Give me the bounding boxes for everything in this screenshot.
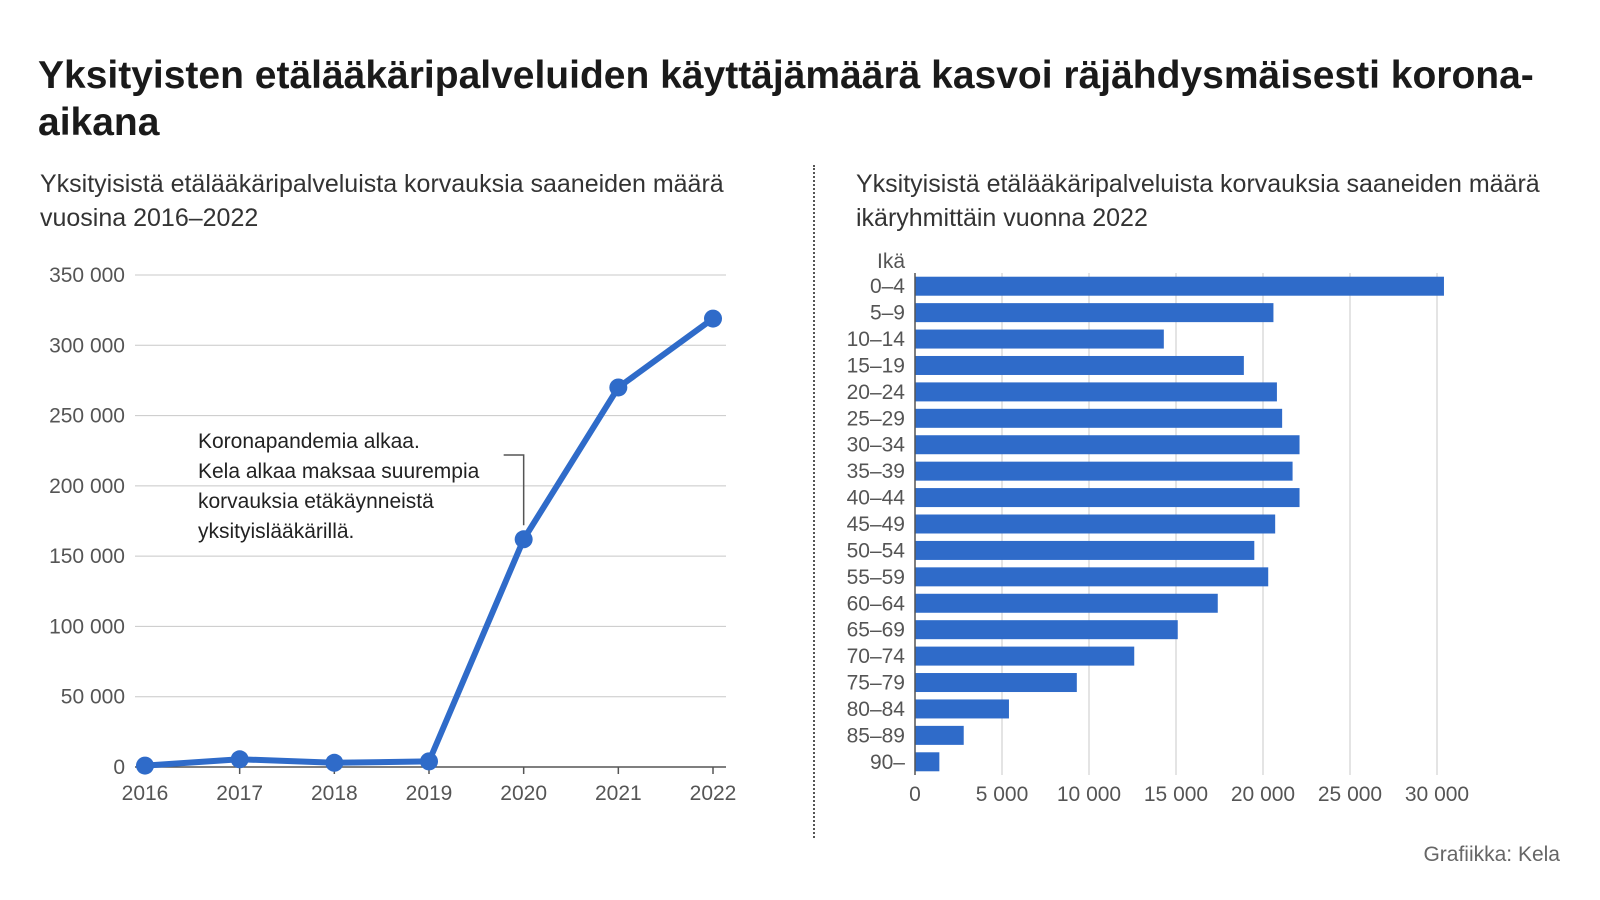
bar xyxy=(915,303,1274,323)
bar xyxy=(915,435,1300,455)
bar xyxy=(915,276,1444,296)
category-label: 55–59 xyxy=(847,566,905,589)
y-tick-label: 200 000 xyxy=(49,475,125,498)
data-point xyxy=(230,750,249,769)
chart-title: Yksityisten etälääkäripalveluiden käyttä… xyxy=(38,54,1534,144)
bar xyxy=(915,488,1300,508)
y-tick-label: 300 000 xyxy=(49,334,125,357)
category-label: 65–69 xyxy=(847,619,905,642)
bar xyxy=(915,593,1218,613)
bar xyxy=(915,329,1164,349)
x-tick-label: 30 000 xyxy=(1405,783,1469,806)
bar xyxy=(915,408,1283,428)
annotation-text: yksityislääkärillä. xyxy=(198,520,354,543)
y-tick-label: 100 000 xyxy=(49,615,125,638)
category-label: 25–29 xyxy=(847,407,905,430)
x-tick-label: 2018 xyxy=(311,782,358,805)
category-label: 0–4 xyxy=(870,275,905,298)
y-axis-label: Ikä xyxy=(877,250,905,273)
data-point xyxy=(514,530,533,549)
x-tick-label: 2022 xyxy=(690,782,737,805)
category-label: 40–44 xyxy=(847,487,906,510)
x-tick-label: 25 000 xyxy=(1318,783,1382,806)
x-tick-label: 2016 xyxy=(122,782,169,805)
category-label: 50–54 xyxy=(847,539,906,562)
category-label: 80–84 xyxy=(847,698,906,721)
x-tick-label: 2021 xyxy=(595,782,642,805)
category-label: 20–24 xyxy=(847,381,906,404)
bar xyxy=(915,699,1009,719)
category-label: 45–49 xyxy=(847,513,905,536)
data-point xyxy=(136,756,154,775)
y-tick-label: 250 000 xyxy=(49,405,125,428)
x-tick-label: 20 000 xyxy=(1231,783,1295,806)
bar xyxy=(915,514,1276,534)
annotation-leader-line xyxy=(503,454,525,526)
y-tick-label: 350 000 xyxy=(49,264,125,287)
category-label: 85–89 xyxy=(847,724,905,747)
category-label: 35–39 xyxy=(847,460,905,483)
y-tick-label: 0 xyxy=(113,756,125,779)
bar xyxy=(915,461,1293,481)
y-tick-label: 50 000 xyxy=(61,686,125,709)
panel-divider xyxy=(813,165,815,838)
data-point xyxy=(325,753,344,772)
x-tick-label: 5 000 xyxy=(976,783,1029,806)
bar xyxy=(915,540,1255,560)
annotation-text: Koronapandemia alkaa. xyxy=(198,430,420,453)
line-chart: 0 50 000 100 000 150 000 200 000 250 000 300 0… xyxy=(49,264,737,805)
bar xyxy=(915,620,1178,640)
category-label: 15–19 xyxy=(847,354,905,377)
bar-chart-subtitle: Yksityisistä etälääkäripalveluista korva… xyxy=(856,170,1540,232)
x-tick-label: 10 000 xyxy=(1057,783,1121,806)
x-tick-label: 2017 xyxy=(216,782,263,805)
category-label: 10–14 xyxy=(847,328,906,351)
y-tick-label: 150 000 xyxy=(49,545,125,568)
x-tick-label: 2020 xyxy=(500,782,547,805)
bar xyxy=(915,382,1277,402)
data-point xyxy=(704,309,722,328)
bar xyxy=(915,567,1269,587)
category-label: 75–79 xyxy=(847,672,905,695)
graphic-credit: Grafiikka: Kela xyxy=(1423,843,1560,866)
x-tick-label: 0 xyxy=(909,783,921,806)
data-point xyxy=(609,378,628,397)
category-label: 5–9 xyxy=(870,302,905,325)
x-tick-label: 2019 xyxy=(406,782,453,805)
annotation-text: korvauksia etäkäynneistä xyxy=(198,490,434,513)
bar xyxy=(915,646,1135,666)
category-label: 60–64 xyxy=(847,592,906,615)
category-label: 70–74 xyxy=(847,645,906,668)
annotation-text: Kela alkaa maksaa suurempia xyxy=(198,460,480,483)
bar xyxy=(915,673,1077,693)
line-chart-subtitle: Yksityisistä etälääkäripalveluista korva… xyxy=(40,170,724,232)
bar xyxy=(915,355,1244,375)
category-label: 30–34 xyxy=(847,434,906,457)
data-point xyxy=(420,752,438,771)
category-label: 90– xyxy=(870,751,905,774)
bar xyxy=(915,752,940,772)
x-tick-label: 15 000 xyxy=(1144,783,1208,806)
bar xyxy=(915,725,964,745)
